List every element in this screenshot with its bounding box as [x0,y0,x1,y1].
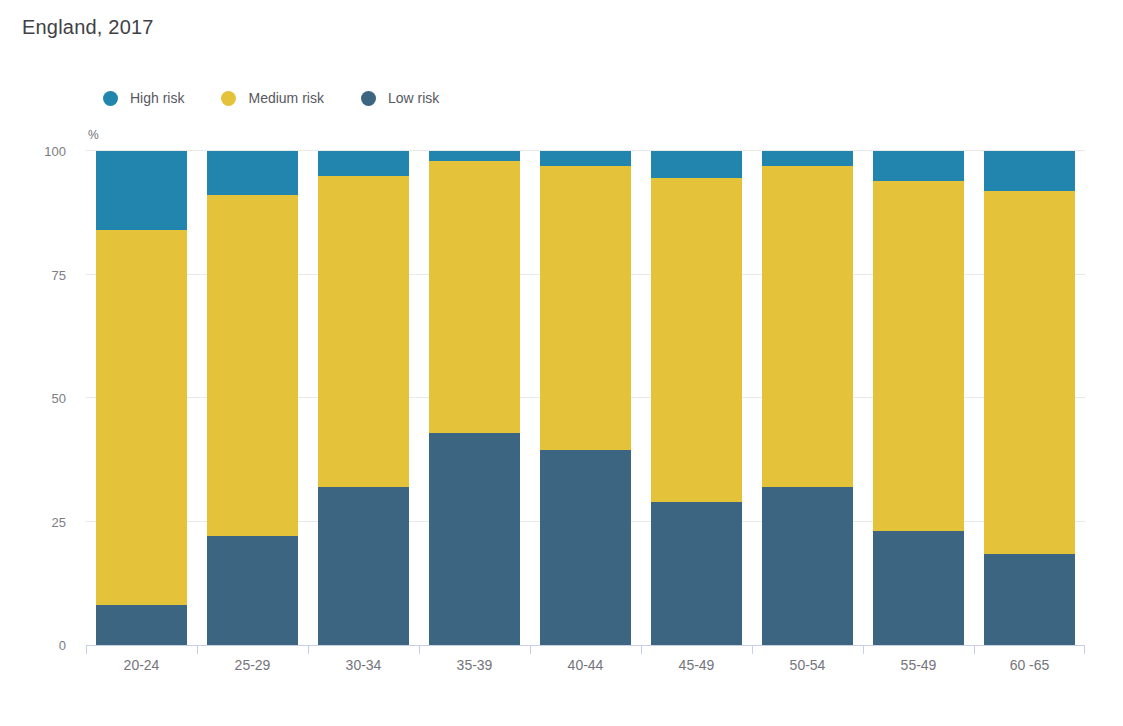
chart-title: England, 2017 [22,16,154,39]
bar-group-55-49 [863,151,974,645]
bar-40-44 [540,151,631,645]
plot-area [86,151,1085,646]
bar-50-54 [762,151,853,645]
bar-segment-low-risk-40-44[interactable] [540,450,631,645]
bar-segment-low-risk-50-54[interactable] [762,487,853,645]
bar-segment-low-risk-30-34[interactable] [318,487,409,645]
x-axis-label-40-44: 40-44 [530,657,641,673]
bar-group-45-49 [641,151,752,645]
bar-25-29 [207,151,298,645]
bar-segment-low-risk-55-49[interactable] [873,531,964,645]
x-axis-label-50-54: 50-54 [752,657,863,673]
bar-group-60-65 [974,151,1085,645]
y-axis-tick-label-50: 50 [52,391,66,406]
y-axis-tick-label-0: 0 [59,638,66,653]
bar-segment-high-risk-45-49[interactable] [651,151,742,178]
legend-label-low-risk: Low risk [388,90,439,106]
x-axis-label-35-39: 35-39 [419,657,530,673]
x-axis-label-60-65: 60 -65 [974,657,1085,673]
bar-segment-low-risk-20-24[interactable] [96,605,187,645]
bar-segment-medium-risk-40-44[interactable] [540,166,631,450]
bar-45-49 [651,151,742,645]
bar-segment-low-risk-25-29[interactable] [207,536,298,645]
y-axis-labels: 0255075100 [0,151,66,645]
y-axis-unit-label: % [88,128,99,142]
bar-30-34 [318,151,409,645]
legend-item-medium-risk[interactable]: Medium risk [221,90,323,106]
y-axis-tick-label-100: 100 [44,144,66,159]
x-axis-tick [86,645,87,654]
bar-segment-medium-risk-60-65[interactable] [984,191,1075,554]
bar-group-30-34 [308,151,419,645]
legend-dot-low-risk-icon [361,91,376,106]
bar-55-49 [873,151,964,645]
bar-segment-medium-risk-35-39[interactable] [429,161,520,433]
legend-label-medium-risk: Medium risk [248,90,323,106]
bar-group-25-29 [197,151,308,645]
x-axis-label-55-49: 55-49 [863,657,974,673]
x-axis-tick [197,645,198,654]
bars-container [86,151,1085,645]
bar-segment-medium-risk-25-29[interactable] [207,195,298,536]
x-axis-tick [641,645,642,654]
x-axis-tick [530,645,531,654]
bar-segment-high-risk-60-65[interactable] [984,151,1075,191]
bar-group-20-24 [86,151,197,645]
chart-container: England, 2017 High risk Medium risk Low … [0,0,1123,726]
x-axis-tick [863,645,864,654]
x-axis-tick [1084,645,1085,654]
x-axis-label-20-24: 20-24 [86,657,197,673]
bar-60-65 [984,151,1075,645]
x-axis-tick [974,645,975,654]
x-axis-label-45-49: 45-49 [641,657,752,673]
bar-segment-high-risk-55-49[interactable] [873,151,964,181]
x-axis-labels: 20-2425-2930-3435-3940-4445-4950-5455-49… [86,657,1085,673]
bar-group-35-39 [419,151,530,645]
legend-label-high-risk: High risk [130,90,184,106]
legend-item-low-risk[interactable]: Low risk [361,90,439,106]
x-axis-tick [308,645,309,654]
bar-segment-medium-risk-20-24[interactable] [96,230,187,605]
bar-segment-low-risk-45-49[interactable] [651,502,742,645]
bar-20-24 [96,151,187,645]
legend: High risk Medium risk Low risk [103,90,439,106]
bar-segment-high-risk-30-34[interactable] [318,151,409,176]
bar-group-40-44 [530,151,641,645]
bar-segment-medium-risk-50-54[interactable] [762,166,853,487]
bar-segment-high-risk-40-44[interactable] [540,151,631,166]
bar-segment-medium-risk-30-34[interactable] [318,176,409,487]
bar-segment-medium-risk-45-49[interactable] [651,178,742,502]
y-axis-tick-label-75: 75 [52,267,66,282]
x-axis-label-30-34: 30-34 [308,657,419,673]
bar-segment-medium-risk-55-49[interactable] [873,181,964,532]
bar-segment-low-risk-35-39[interactable] [429,433,520,645]
bar-group-50-54 [752,151,863,645]
bar-segment-low-risk-60-65[interactable] [984,554,1075,645]
x-axis-label-25-29: 25-29 [197,657,308,673]
bar-35-39 [429,151,520,645]
bar-segment-high-risk-20-24[interactable] [96,151,187,230]
legend-dot-high-risk-icon [103,91,118,106]
x-axis-tick [419,645,420,654]
bar-segment-high-risk-35-39[interactable] [429,151,520,161]
x-axis-tick [752,645,753,654]
legend-dot-medium-risk-icon [221,91,236,106]
bar-segment-high-risk-50-54[interactable] [762,151,853,166]
legend-item-high-risk[interactable]: High risk [103,90,184,106]
y-axis-tick-label-25: 25 [52,514,66,529]
bar-segment-high-risk-25-29[interactable] [207,151,298,195]
